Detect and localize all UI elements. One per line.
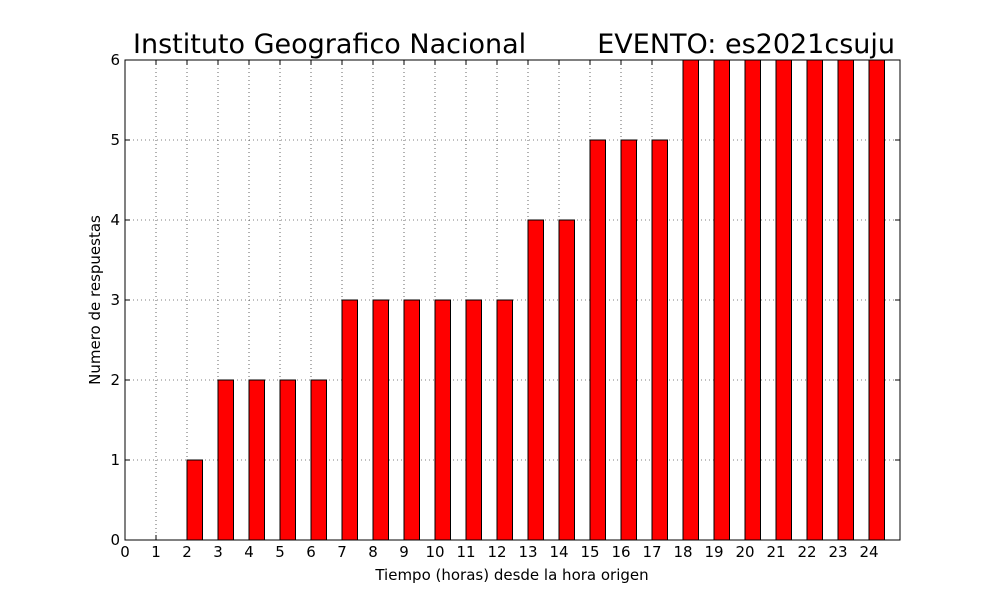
x-tick-label-4: 4 — [244, 543, 254, 561]
x-tick-label-8: 8 — [368, 543, 378, 561]
y-tick-label-5: 5 — [110, 131, 120, 149]
x-tick-label-18: 18 — [673, 543, 692, 561]
bar-16 — [620, 139, 637, 541]
plot-frame — [124, 59, 901, 541]
bar-6 — [310, 379, 327, 541]
x-tick-label-22: 22 — [797, 543, 816, 561]
bar-2 — [186, 459, 203, 541]
bar-17 — [651, 139, 668, 541]
bar-9 — [403, 299, 420, 541]
x-tick-label-21: 21 — [766, 543, 785, 561]
axis-ticks — [124, 59, 900, 541]
y-tick-label-3: 3 — [110, 291, 120, 309]
bar-24 — [868, 59, 885, 541]
x-tick-label-11: 11 — [456, 543, 475, 561]
x-tick-label-5: 5 — [275, 543, 285, 561]
tick-labels: 0 1 2 3 4 5 6 7 8 9 10 11 12 13 14 15 16 17 18 19 20 21 22 23 24… — [110, 51, 878, 561]
bar-22 — [806, 59, 823, 541]
bar-4 — [248, 379, 265, 541]
bar-8 — [372, 299, 389, 541]
bar-13 — [527, 219, 544, 541]
y-tick-label-1: 1 — [110, 451, 120, 469]
bar-23 — [837, 59, 854, 541]
x-tick-label-14: 14 — [549, 543, 568, 561]
y-tick-label-4: 4 — [110, 211, 120, 229]
x-tick-label-16: 16 — [611, 543, 630, 561]
bar-12 — [496, 299, 513, 541]
x-tick-label-0: 0 — [120, 543, 130, 561]
x-tick-label-3: 3 — [213, 543, 223, 561]
y-axis-label: Numero de respuestas — [86, 215, 104, 385]
x-tick-label-20: 20 — [735, 543, 754, 561]
x-tick-label-19: 19 — [704, 543, 723, 561]
x-tick-label-2: 2 — [182, 543, 192, 561]
y-tick-label-2: 2 — [110, 371, 120, 389]
x-tick-label-13: 13 — [518, 543, 537, 561]
bar-20 — [744, 59, 761, 541]
x-tick-label-1: 1 — [151, 543, 161, 561]
bar-10 — [434, 299, 451, 541]
bar-21 — [775, 59, 792, 541]
bar-5 — [279, 379, 296, 541]
chart-title-left: Instituto Geografico Nacional — [133, 29, 526, 60]
bars — [186, 59, 885, 541]
chart-title-right: EVENTO: es2021csuju — [597, 29, 895, 60]
x-tick-label-23: 23 — [828, 543, 847, 561]
x-tick-label-10: 10 — [425, 543, 444, 561]
x-tick-label-12: 12 — [487, 543, 506, 561]
bar-7 — [341, 299, 358, 541]
bar-15 — [589, 139, 606, 541]
y-tick-label-0: 0 — [110, 531, 120, 549]
bar-19 — [713, 59, 730, 541]
x-tick-label-24: 24 — [859, 543, 878, 561]
bar-18 — [682, 59, 699, 541]
bar-14 — [558, 219, 575, 541]
x-tick-label-17: 17 — [642, 543, 661, 561]
x-tick-label-7: 7 — [337, 543, 347, 561]
bar-3 — [217, 379, 234, 541]
x-tick-label-6: 6 — [306, 543, 316, 561]
x-tick-label-9: 9 — [399, 543, 409, 561]
bar-11 — [465, 299, 482, 541]
x-axis-label: Tiempo (horas) desde la hora origen — [374, 566, 648, 584]
x-tick-label-15: 15 — [580, 543, 599, 561]
y-tick-label-6: 6 — [110, 51, 120, 69]
